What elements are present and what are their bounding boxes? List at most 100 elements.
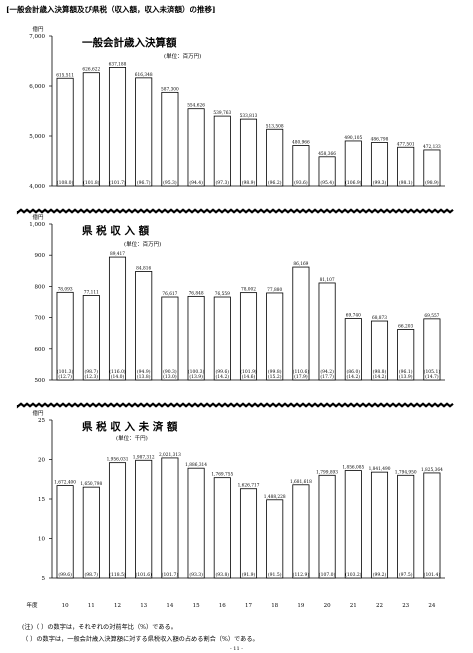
share-label: (13.8) <box>137 373 151 380</box>
bar <box>318 282 336 381</box>
bar <box>266 292 284 381</box>
share-label: (14.2) <box>373 373 387 380</box>
ratio-label: (86.0) <box>347 368 361 375</box>
share-label: (13.0) <box>163 373 177 380</box>
bar <box>423 149 441 187</box>
bar <box>108 462 127 579</box>
bar <box>397 146 415 187</box>
ratio-label: (101.3) <box>57 368 74 375</box>
ratio-label: (99.8) <box>268 368 282 375</box>
bar <box>161 91 179 187</box>
axis-break-separator <box>16 208 454 215</box>
bar-value-label: 1,650,798 <box>80 482 102 487</box>
bar <box>135 271 153 381</box>
bar <box>213 296 231 381</box>
bar-value-label: 69,740 <box>346 314 361 319</box>
bar-value-label: 513,508 <box>266 124 284 129</box>
x-tick-label: 15 <box>193 603 200 609</box>
ratio-label: (106.9) <box>345 179 362 186</box>
bar <box>187 295 205 381</box>
bar <box>370 320 389 381</box>
ratio-label: (100.3) <box>188 368 205 375</box>
x-tick-label: 14 <box>166 603 173 609</box>
bar-value-label: 1,825,364 <box>421 468 443 473</box>
share-label: (17.7) <box>320 373 334 380</box>
bar <box>397 329 415 381</box>
bar <box>344 318 362 381</box>
bar-value-label: 66,203 <box>398 324 413 329</box>
bar-value-label: 1,987,312 <box>133 455 155 460</box>
y-tick-label: 6,000 <box>29 84 45 90</box>
ratio-label: (103.2) <box>345 571 362 578</box>
bar-value-label: 76,559 <box>215 292 230 297</box>
bar-value-label: 89,417 <box>110 252 125 257</box>
bar-value-label: 458,366 <box>318 152 336 157</box>
ratio-label: (94.2) <box>320 368 334 375</box>
bar-value-label: 76,617 <box>162 292 177 297</box>
bar-value-label: 68,873 <box>372 316 387 321</box>
ratio-label: (97.5) <box>399 571 413 578</box>
ratio-label: (91.9) <box>242 571 256 578</box>
share-label: (14.0) <box>111 373 125 380</box>
ratio-label: (98.1) <box>399 179 413 186</box>
ratio-label: (101.6) <box>135 571 152 578</box>
ratio-label: (108.0) <box>57 179 74 186</box>
ratio-label: (98.8) <box>373 368 387 375</box>
bar-value-label: 77,111 <box>84 290 99 295</box>
bar <box>82 486 100 579</box>
share-label: (14.2) <box>216 373 230 380</box>
ratio-label: (94.4) <box>189 179 203 186</box>
bar-value-label: 78,002 <box>241 288 256 293</box>
bar <box>344 140 362 187</box>
bar <box>239 118 258 187</box>
axis-break-separator <box>16 402 454 409</box>
note-line-1: (注)（ ）の数字は，それぞれの対前年比（%）である。 <box>22 624 177 631</box>
y-tick-label: 10 <box>38 537 45 543</box>
bar <box>56 77 74 187</box>
bar-value-label: 1,856,085 <box>342 466 364 471</box>
ratio-label: (101.4) <box>424 571 441 578</box>
ratio-label: (96.7) <box>137 179 151 186</box>
x-tick-label: 13 <box>140 603 147 609</box>
bar <box>82 72 100 187</box>
x-tick-label: 21 <box>350 603 357 609</box>
share-label: (14.6) <box>242 373 256 380</box>
bar <box>161 457 179 579</box>
bar-value-label: 1,769,755 <box>211 473 233 478</box>
y-tick-label: 7,000 <box>29 34 45 40</box>
bar <box>344 470 362 579</box>
ratio-label: (98.9) <box>242 179 256 186</box>
bar-value-label: 1,488,228 <box>264 495 286 500</box>
bar-value-label: 76,848 <box>189 291 204 296</box>
x-tick-label: 12 <box>114 603 121 609</box>
bar-value-label: 1,794,950 <box>395 470 417 475</box>
bar-value-label: 1,841,490 <box>369 467 391 472</box>
bar-value-label: 1,799,893 <box>316 470 338 475</box>
bar-value-label: 587,300 <box>161 87 179 92</box>
bar <box>370 471 389 579</box>
ratio-label: (112.9) <box>293 571 310 578</box>
bar-value-label: 615,511 <box>56 73 74 78</box>
share-label: (15.2) <box>268 373 282 380</box>
bar <box>108 67 127 187</box>
bar <box>135 459 153 579</box>
ratio-label: (96.1) <box>399 368 413 375</box>
ratio-label: (101.7) <box>162 571 179 578</box>
y-tick-label: 900 <box>35 253 46 259</box>
share-label: (14.2) <box>347 373 361 380</box>
ratio-label: (95.4) <box>320 179 334 186</box>
ratio-label: (101.9) <box>240 368 257 375</box>
y-tick-label: 5,000 <box>29 134 45 140</box>
y-tick-label: 15 <box>38 497 45 503</box>
bar <box>213 115 231 187</box>
ratio-label: (98.7) <box>85 368 99 375</box>
x-tick-label: 20 <box>324 603 331 609</box>
x-tick-label: 22 <box>376 603 383 609</box>
chart-title: 県 税 収 入 未 済 額 <box>82 420 178 433</box>
share-label: (14.7) <box>425 373 439 380</box>
bar <box>423 472 441 579</box>
bar <box>266 499 284 579</box>
bar <box>56 485 74 579</box>
bar <box>370 142 389 187</box>
share-label: (13.9) <box>399 373 413 380</box>
